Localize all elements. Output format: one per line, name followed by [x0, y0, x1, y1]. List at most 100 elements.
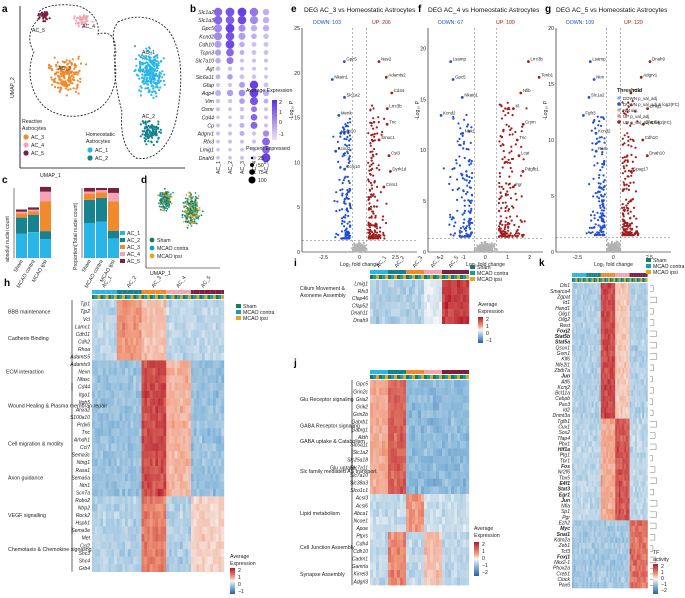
heatmap-cell — [147, 481, 150, 489]
heatmap-cell — [210, 383, 214, 391]
heatmap-cell — [185, 307, 189, 316]
heatmap-cell — [215, 420, 219, 429]
umap-cell — [150, 85, 153, 88]
heatmap-cell — [204, 496, 208, 505]
heatmap-cell — [155, 315, 159, 323]
umap-cell — [151, 130, 154, 133]
heatmap-cell — [103, 413, 106, 421]
heatmap-cell — [218, 337, 222, 346]
heatmap-cell — [215, 451, 219, 459]
heatmap-cell — [174, 300, 178, 308]
heatmap-cell — [111, 375, 115, 384]
volcano-point-up — [621, 232, 625, 235]
heatmap-cell — [144, 526, 148, 535]
heatmap-cell — [119, 458, 123, 467]
heatmap-cell — [163, 352, 167, 361]
umap-d-cell — [165, 197, 168, 200]
bar-legend-swatch — [120, 238, 125, 242]
bar-legend-label: AC_4 — [127, 252, 140, 258]
heatmap-cell — [221, 390, 225, 399]
heatmap-cell — [92, 518, 95, 527]
dotplot-dot — [227, 131, 233, 136]
volcano-point-up — [500, 104, 503, 107]
heatmap-cell — [92, 503, 95, 512]
heatmap-cell — [182, 367, 186, 376]
volcano-point-up — [627, 175, 630, 178]
heatmap-cell — [196, 322, 200, 331]
heatmap-cell — [138, 345, 142, 354]
volcano-point-down — [346, 175, 349, 178]
volcano-gene-label: Dyrk1d — [392, 166, 406, 171]
heatmap-cell — [105, 307, 109, 316]
volcano-point-down — [348, 220, 351, 223]
bar-segment — [40, 231, 51, 240]
heatmap-cell — [144, 337, 148, 346]
volcano-point-up — [630, 231, 633, 235]
heatmap-cell — [182, 315, 186, 323]
heatmap-cell — [94, 345, 98, 354]
volcano-point-up — [515, 232, 518, 235]
heatmap-cell — [207, 315, 211, 323]
umap-cell — [146, 73, 149, 76]
volcano-point-down — [596, 162, 599, 165]
heatmap-cell — [171, 473, 175, 482]
heatmap-cell — [160, 428, 164, 437]
heatmap-cell — [103, 383, 106, 391]
volcano-point-up — [510, 157, 514, 161]
heatmap-cell — [114, 405, 117, 414]
heatmap-condition-bar — [160, 295, 164, 299]
heatmap-cell — [171, 443, 175, 452]
heatmap-cell — [207, 405, 211, 414]
heatmap-cell — [166, 435, 170, 444]
heatmap-cell — [149, 451, 153, 459]
volcano-point-up — [510, 150, 513, 153]
umap-cell — [54, 86, 57, 89]
heatmap-cell — [182, 541, 186, 550]
volcano-point-down — [593, 214, 596, 217]
heatmap-cell — [180, 503, 183, 512]
heatmap-cell — [199, 435, 203, 444]
heatmap-cell — [204, 488, 208, 497]
heatmap-cell — [180, 315, 183, 323]
heatmap-cell — [149, 488, 153, 497]
heatmap-cell — [94, 458, 98, 467]
legend-label-ipsi: MCAO ipsi — [157, 254, 182, 260]
heatmap-cell — [182, 307, 186, 316]
heatmap-cell — [155, 345, 159, 354]
volcano-point-up — [514, 192, 517, 195]
volcano-point-up — [373, 132, 376, 136]
heatmap-cluster-bar — [169, 290, 172, 294]
volcano-point-down — [337, 160, 340, 163]
heatmap-cell — [160, 503, 164, 512]
homeo-title-2: Astrocytes — [86, 139, 111, 145]
heatmap-cell — [213, 488, 216, 497]
heatmap-cell — [204, 337, 208, 346]
heatmap-cluster-bar — [213, 290, 216, 294]
heatmap-cell — [191, 420, 194, 429]
heatmap-cell — [136, 451, 139, 459]
dotplot-dot — [238, 24, 246, 32]
umap-d-cell — [188, 212, 190, 215]
volcano-point-down — [343, 220, 346, 223]
heatmap-cell — [196, 511, 200, 520]
heatmap-cell — [127, 534, 131, 542]
heatmap-cell — [133, 383, 137, 391]
umap-cell — [68, 75, 71, 78]
heatmap-cell — [136, 330, 139, 338]
dotplot-legend-tick: 2 — [279, 100, 282, 106]
heatmap-cell — [193, 337, 197, 346]
heatmap-cell — [94, 451, 98, 459]
heatmap-cell — [180, 383, 183, 391]
heatmap-cell — [103, 330, 106, 338]
heatmap-cell — [144, 405, 148, 414]
heatmap-cell — [144, 451, 148, 459]
volcano-point-down — [468, 163, 471, 166]
dotplot-dot — [262, 130, 270, 137]
heatmap-cluster-bar — [174, 290, 178, 294]
heatmap-cell — [213, 405, 216, 414]
volcano-point-up — [369, 108, 372, 111]
volcano-point-up — [368, 172, 372, 175]
heatmap-cell — [103, 518, 106, 527]
heatmap-cell — [207, 307, 211, 316]
heatmap-cell — [125, 390, 128, 399]
